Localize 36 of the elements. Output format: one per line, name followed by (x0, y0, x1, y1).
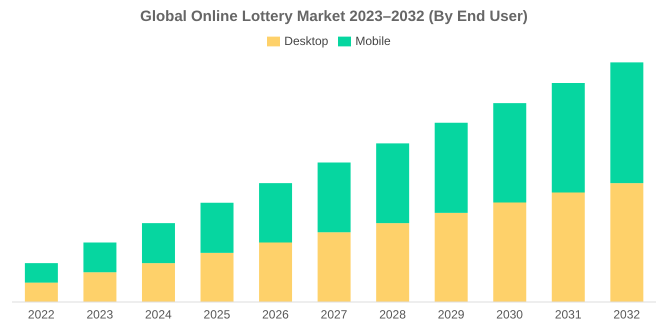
bar (434, 122, 468, 213)
x-tick-label: 2031 (554, 308, 582, 322)
bar (493, 103, 526, 203)
bar (376, 223, 410, 302)
bar (259, 242, 292, 302)
x-tick-label: 2027 (320, 308, 348, 322)
bar (200, 202, 234, 253)
bar (493, 202, 526, 302)
legend-label: Desktop (284, 34, 328, 48)
bar (610, 62, 644, 184)
x-tick-label: 2025 (204, 308, 231, 322)
bar (142, 223, 175, 264)
bar (318, 232, 351, 302)
x-tick-label: 2022 (28, 308, 55, 322)
legend-label: Mobile (355, 34, 391, 48)
x-tick-label: 2029 (438, 308, 465, 322)
bar (83, 272, 116, 302)
bar (376, 143, 410, 224)
bar (24, 263, 58, 283)
bar (259, 183, 292, 243)
bar (610, 183, 644, 302)
bar (552, 192, 585, 302)
x-tick-label: 2026 (262, 308, 290, 322)
bar (552, 82, 585, 192)
x-tick-label: 2032 (613, 308, 640, 322)
bar (434, 212, 468, 302)
x-tick-label: 2024 (145, 308, 172, 322)
bar (142, 263, 175, 302)
x-tick-label: 2023 (86, 308, 114, 322)
bar (318, 162, 351, 232)
bar (83, 242, 116, 272)
x-tick-label: 2030 (496, 308, 524, 322)
bar (24, 282, 58, 302)
chart-title: Global Online Lottery Market 2023–2032 (By End User) (139, 8, 529, 27)
x-tick-label: 2028 (379, 308, 406, 322)
bar (200, 252, 234, 302)
